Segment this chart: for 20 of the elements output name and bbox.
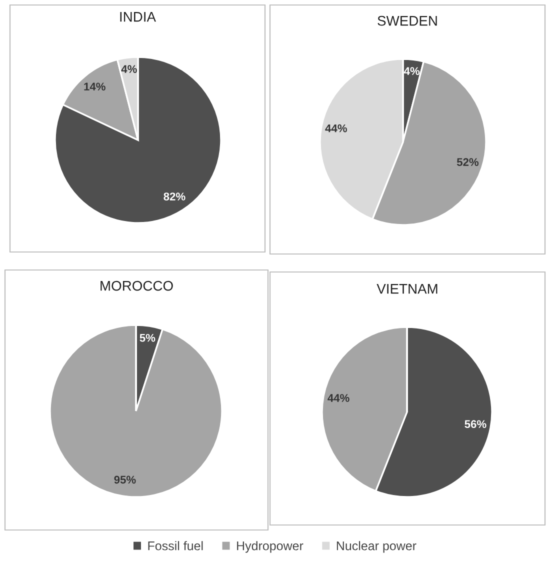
pie-slice — [62, 58, 139, 141]
chart-title: SWEDEN — [378, 16, 437, 26]
data-label: 4% — [121, 65, 137, 73]
data-label: 82% — [164, 192, 186, 200]
data-label: 4% — [404, 67, 420, 75]
legend-label: Fossil fuel — [148, 541, 203, 550]
chart-title: INDIA — [120, 12, 156, 22]
pie-slice — [49, 324, 223, 498]
data-label: 44% — [325, 124, 347, 132]
data-label: 14% — [84, 82, 106, 91]
legend-label: Hydropower — [237, 541, 304, 553]
data-label: 44% — [328, 394, 350, 402]
data-label: 52% — [456, 158, 479, 166]
data-label: 95% — [114, 476, 136, 484]
chart-title: VIETNAM — [376, 284, 438, 294]
legend-label: Nuclear power — [336, 541, 416, 553]
data-label: 5% — [140, 334, 156, 342]
chart-title: MOROCCO — [100, 280, 173, 291]
data-label: 56% — [464, 420, 486, 428]
pie-slice — [54, 56, 222, 224]
